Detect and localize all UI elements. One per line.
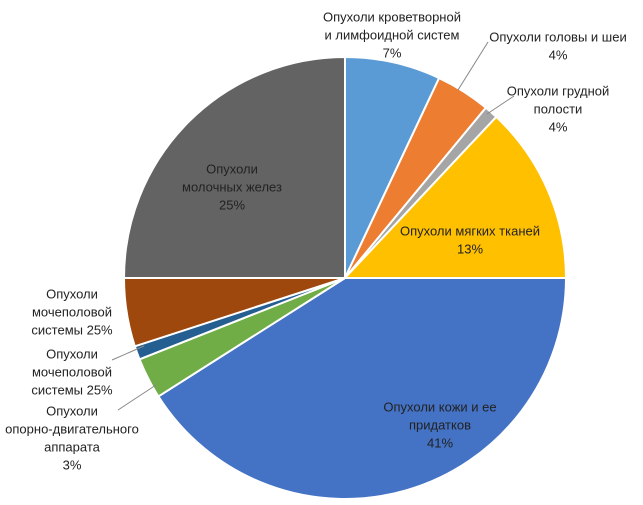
leader-line [111,345,145,361]
slice-label: Опухоли [46,286,98,301]
slice-label: Опухоли кожи и ее [383,399,496,414]
slice-label: мочеполовой [32,364,112,379]
slice-label: опорно-двигательного [5,421,139,436]
slice-label: Опухоли [46,346,98,361]
leader-line [117,384,157,411]
pie-slice [342,115,568,279]
slice-label: Опухоли [46,403,98,418]
slice-label: Опухоли [206,161,258,176]
slice-label: Опухоли головы и шеи [489,29,626,44]
slice-label: системы 25% [31,382,113,397]
slice-label: придатков [409,417,471,432]
pie-slice [122,55,346,279]
slice-label: 4% [549,119,568,134]
leader-line [486,95,515,115]
slice-label: 3% [63,457,82,472]
slice-label: молочных желез [182,179,282,194]
slice-label: Опухоли грудной [507,83,610,98]
slice-label: Опухоли кроветворной [323,9,461,24]
slice-label: Опухоли мягких тканей [400,223,540,238]
slice-label: 25% [219,197,245,212]
slice-label: мочеполовой [32,304,112,319]
slice-label: 13% [457,241,483,256]
pie-slice [157,277,568,500]
slice-label: 4% [549,47,568,62]
leader-line [457,41,489,91]
slice-label: полости [534,101,583,116]
slice-label: аппарата [44,439,101,454]
slice-label: и лимфоидной систем [325,27,460,42]
slice-label: системы 25% [31,322,113,337]
slice-label: 41% [427,435,453,450]
slice-label: 7% [383,45,402,60]
